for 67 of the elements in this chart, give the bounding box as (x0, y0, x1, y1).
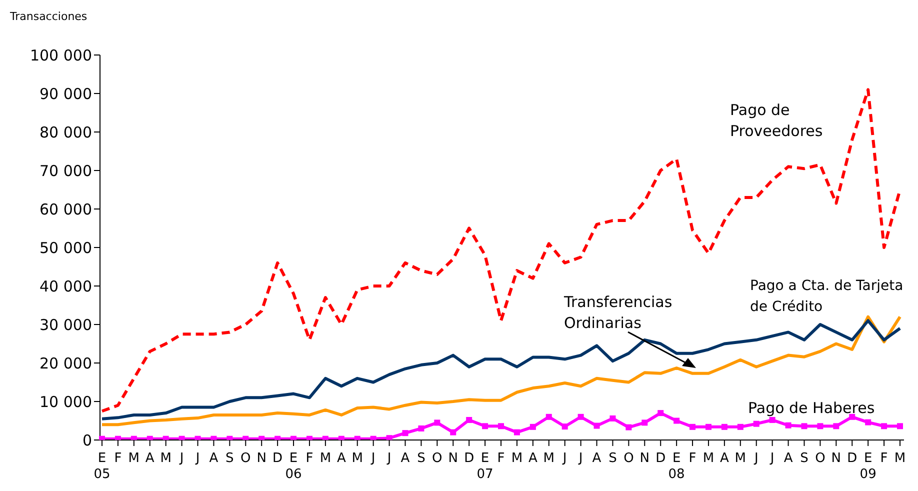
y-tick-label: 100 000 (30, 46, 92, 64)
x-tick-label: E 06 (285, 451, 302, 482)
x-tick-label: M (128, 451, 140, 466)
x-tick-label: F (688, 451, 696, 466)
y-tick-label: 10 000 (40, 392, 92, 411)
x-tick-label: J (769, 451, 774, 466)
x-tick-label: J (194, 451, 200, 466)
x-tick-label: F (114, 451, 122, 466)
x-tick-label: M (160, 451, 172, 466)
x-tick-label: O (624, 451, 634, 466)
x-tick-label: J (386, 451, 392, 466)
x-tick-label: M (352, 451, 363, 466)
x-tick-label: M (734, 451, 746, 466)
series-label: Pago de Proveedores (730, 100, 824, 142)
x-tick-label: J (578, 451, 583, 466)
x-tick-label: N (640, 451, 650, 466)
x-tick-label: S (417, 451, 426, 466)
x-tick-label: M (543, 451, 554, 466)
x-tick-label: E 09 (860, 451, 876, 482)
x-tick-label: J (178, 451, 184, 466)
x-tick-label: J (562, 451, 567, 466)
x-tick-label: D (272, 451, 283, 466)
y-tick-label: 0 (82, 431, 92, 450)
x-tick-label: F (306, 451, 314, 466)
x-tick-label: F (880, 451, 888, 466)
series-label: Pago a Cta. de Tarjeta de Crédito (750, 277, 904, 317)
x-tick-label: E 05 (94, 451, 110, 482)
y-tick-label: 90 000 (40, 84, 92, 103)
x-tick-label: D (464, 451, 474, 466)
y-tick-label: 80 000 (40, 123, 92, 142)
x-tick-label: A (209, 451, 218, 466)
series-label: Pago de Haberes (748, 398, 876, 419)
x-tick-label: E 07 (476, 451, 494, 482)
y-axis-title: Transacciones (10, 10, 88, 23)
x-tick-label: S (226, 451, 234, 466)
x-tick-label: M (894, 451, 906, 466)
y-tick-label: 60 000 (40, 200, 92, 218)
x-tick-label: S (608, 451, 617, 466)
x-tick-label: E 08 (668, 451, 685, 482)
x-tick-label: D (847, 451, 858, 466)
y-tick-label: 50 000 (40, 238, 92, 257)
x-tick-label: M (702, 451, 714, 466)
y-tick-label: 20 000 (40, 354, 92, 372)
x-tick-label: A (145, 451, 154, 466)
x-tick-label: A (336, 451, 346, 466)
x-tick-label: A (400, 451, 410, 466)
x-tick-label: A (720, 451, 729, 466)
x-tick-label: A (528, 451, 538, 466)
x-tick-label: J (753, 451, 758, 466)
x-tick-label: A (784, 451, 793, 466)
x-tick-label: N (448, 451, 458, 466)
x-tick-label: N (256, 451, 266, 466)
y-tick-label: 40 000 (40, 277, 92, 296)
x-tick-label: F (497, 451, 505, 466)
x-tick-label: M (320, 451, 332, 466)
x-tick-label: O (432, 451, 442, 466)
x-tick-label: D (656, 451, 666, 466)
x-tick-label: A (592, 451, 602, 466)
x-tick-label: N (831, 451, 842, 466)
series-label: Transferencias Ordinarias (564, 292, 674, 334)
x-tick-label: O (815, 451, 826, 466)
x-tick-label: O (240, 451, 251, 466)
y-tick-label: 30 000 (40, 316, 92, 334)
x-tick-label: S (800, 451, 808, 466)
x-tick-label: M (511, 451, 523, 466)
x-tick-label: J (370, 451, 376, 466)
y-tick-label: 70 000 (40, 162, 92, 180)
